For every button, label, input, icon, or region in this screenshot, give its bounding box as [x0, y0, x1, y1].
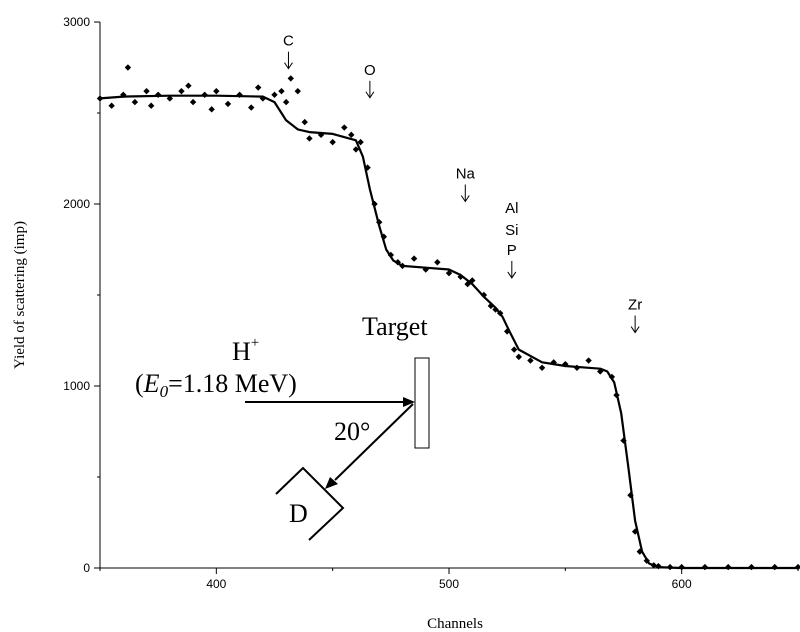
x-tick-label: 500	[439, 577, 459, 591]
data-point	[166, 95, 173, 102]
data-point	[224, 100, 232, 108]
data-point	[434, 259, 441, 266]
data-point	[208, 106, 215, 113]
ion-charge: +	[251, 335, 259, 351]
energy-label: (E0=1.18 MeV)	[135, 369, 297, 401]
element-annotations: C O Na Al Si P Zr	[283, 33, 642, 334]
angle-label: 20°	[334, 417, 370, 446]
element-arrowhead	[460, 195, 470, 203]
element-label: O	[364, 62, 376, 79]
scattered-arrowhead	[325, 477, 338, 489]
element-arrowhead	[507, 271, 517, 279]
data-point	[352, 146, 360, 153]
detector-label: D	[289, 499, 308, 528]
data-point	[143, 87, 150, 95]
data-point	[147, 102, 155, 109]
experiment-schematic: H+ (E0=1.18 MeV) Target 20° D	[135, 312, 430, 541]
data-point	[341, 124, 348, 131]
element-label: C	[283, 33, 294, 50]
x-tick-label: 600	[672, 577, 692, 591]
y-tick-label: 2000	[63, 197, 90, 211]
element-label: Al	[505, 200, 518, 217]
incident-arrowhead	[403, 397, 415, 407]
y-tick-label: 0	[83, 561, 90, 575]
data-point	[213, 87, 220, 95]
target-label: Target	[362, 312, 428, 341]
data-point	[329, 138, 336, 146]
data-point	[627, 492, 634, 499]
data-point	[585, 357, 592, 364]
data-point	[550, 359, 557, 366]
data-point	[189, 98, 197, 106]
data-point	[96, 95, 104, 102]
ion-symbol: H	[232, 337, 251, 366]
element-arrowhead	[630, 326, 640, 334]
data-point	[301, 118, 308, 126]
element-label: Na	[456, 166, 476, 183]
y-ticks: 0 1000 2000 3000	[63, 15, 100, 575]
data-point	[124, 64, 132, 71]
data-point	[597, 368, 604, 375]
scattered-beam	[334, 403, 414, 481]
y-tick-label: 3000	[63, 15, 90, 29]
data-point	[259, 95, 267, 102]
data-point	[538, 364, 546, 371]
data-point	[515, 353, 522, 361]
y-tick-label: 1000	[63, 379, 90, 393]
ion-label: H+	[232, 335, 259, 366]
data-point	[131, 98, 139, 106]
data-point	[248, 104, 255, 111]
data-point	[294, 87, 301, 95]
data-point	[410, 255, 418, 262]
data-point	[185, 82, 192, 89]
target-rect	[414, 357, 430, 449]
data-point	[108, 102, 115, 109]
element-label: Zr	[628, 297, 642, 314]
x-axis-label: Channels	[427, 616, 483, 632]
data-point	[445, 269, 453, 277]
fit-curve	[99, 94, 798, 570]
element-label: P	[507, 242, 517, 259]
energy-subscript: 0	[160, 382, 169, 401]
element-label: Si	[505, 222, 518, 239]
data-point	[357, 138, 364, 146]
data-point	[287, 75, 294, 82]
data-point	[510, 346, 518, 353]
y-axis-label: Yield of scattering (imp)	[12, 221, 28, 369]
data-point	[278, 87, 285, 95]
detector-outline	[275, 466, 345, 541]
energy-open-paren: (	[135, 369, 144, 398]
element-arrowhead	[365, 91, 375, 99]
data-point	[306, 135, 313, 142]
energy-symbol: E	[143, 369, 160, 398]
data-point	[282, 98, 290, 106]
x-tick-label: 400	[206, 577, 226, 591]
data-point	[527, 357, 534, 364]
data-point	[178, 87, 185, 95]
data-point	[271, 91, 278, 98]
energy-value: =1.18 MeV)	[168, 369, 297, 398]
data-point	[255, 84, 262, 91]
data-point	[348, 131, 355, 139]
element-arrowhead	[284, 62, 293, 70]
